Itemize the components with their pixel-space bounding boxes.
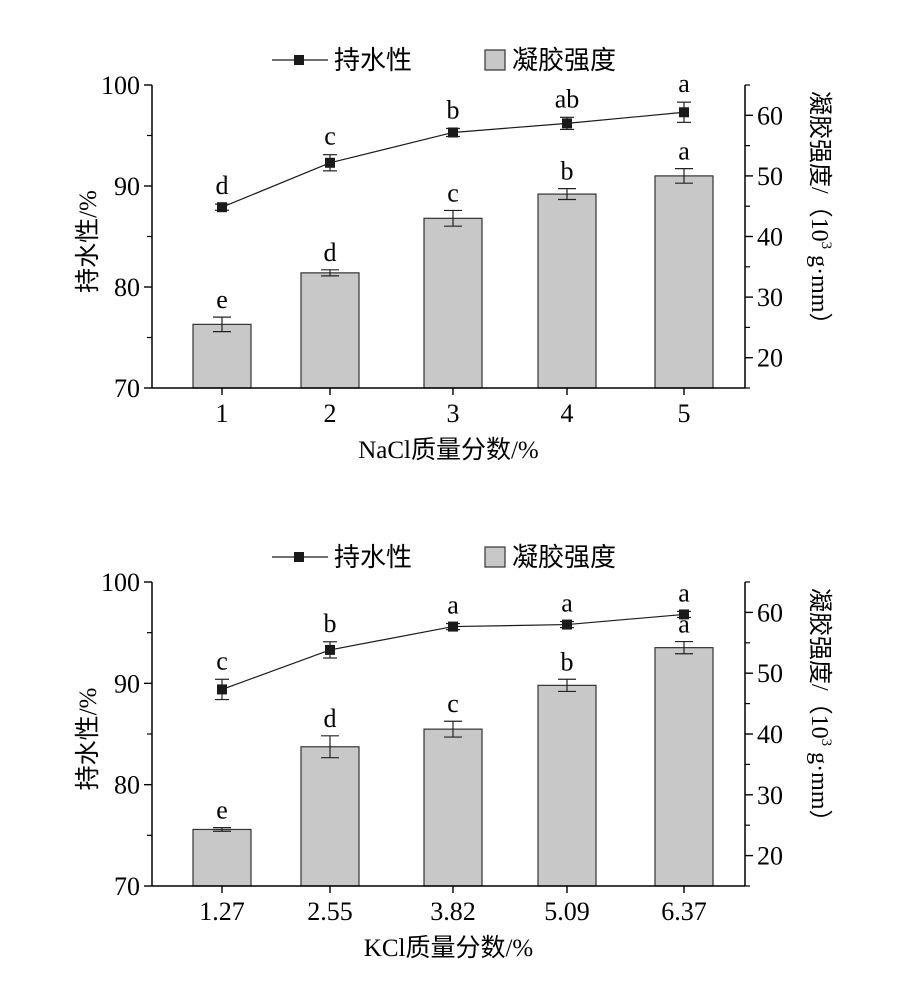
legend-marker-swatch (294, 55, 304, 65)
bar-letter-label: d (324, 704, 337, 733)
chart-panel-1: 持水性 凝胶强度 e d c b a d c b ab a 70 80 90 100 20 30 40 50 60 1 2 3… (74, 46, 834, 464)
line-letter-label: d (216, 171, 229, 200)
right-axis-title-sup: 3 (818, 242, 834, 250)
line-point-4 (562, 118, 572, 129)
right-tick-label: 20 (757, 344, 783, 373)
bar-letter-label: c (447, 689, 459, 718)
right-tick-label: 60 (757, 598, 783, 627)
line-letter-label: c (324, 122, 336, 151)
bar-3 (423, 728, 483, 887)
x-axis-title: KCl质量分数/% (364, 934, 533, 962)
line-point-5 (679, 107, 689, 118)
right-axis-title-main: 凝胶强度/（10 (806, 91, 833, 242)
line-letter-label: c (216, 646, 228, 675)
bar-letter-label: e (216, 285, 228, 314)
left-tick-label: 90 (114, 669, 140, 698)
bar-letter-label: b (561, 647, 574, 676)
left-tick-label: 70 (114, 374, 140, 403)
x-axis-title: NaCl质量分数/% (358, 436, 539, 464)
right-tick-label: 50 (757, 162, 783, 191)
x-tick-label: 5.09 (544, 897, 590, 926)
bar-letter-label: a (678, 137, 690, 166)
bar-3 (423, 217, 483, 389)
bar-1 (192, 828, 252, 887)
right-tick-label: 30 (757, 283, 783, 312)
left-axis-title: 持水性/% (74, 688, 102, 791)
legend-bar-swatch (484, 546, 506, 568)
bar-4 (537, 193, 597, 389)
x-tick-label: 6.37 (661, 897, 707, 926)
line-point-3 (448, 621, 458, 632)
right-axis-title-sup: 3 (818, 739, 834, 747)
right-tick-label: 50 (757, 659, 783, 688)
line-point-5 (679, 609, 689, 620)
x-tick-label: 2 (324, 399, 337, 428)
line-letter-label: ab (555, 84, 580, 113)
x-tick-label: 2.55 (307, 897, 353, 926)
legend-bar-label: 凝胶强度 (512, 46, 616, 75)
legend-line-label: 持水性 (334, 543, 412, 572)
line-point-2 (325, 157, 335, 168)
right-tick-label: 30 (757, 781, 783, 810)
x-tick-label: 5 (678, 399, 691, 428)
bar-letter-label: b (561, 157, 574, 186)
left-tick-label: 100 (101, 71, 140, 100)
legend-line-label: 持水性 (334, 46, 412, 75)
left-tick-label: 70 (114, 872, 140, 901)
left-tick-label: 80 (114, 771, 140, 800)
x-tick-label: 4 (561, 399, 574, 428)
right-tick-label: 60 (757, 101, 783, 130)
right-axis-title: 凝胶强度/（103 g·mm） (806, 91, 834, 337)
x-tick-label: 1 (216, 399, 229, 428)
bar-1 (192, 323, 252, 389)
bar-5 (654, 175, 714, 389)
line-point-1 (217, 202, 227, 213)
right-axis-title-tail: g·mm） (806, 249, 832, 336)
right-tick-label: 20 (757, 842, 783, 871)
x-tick-label: 3 (447, 399, 460, 428)
left-tick-label: 90 (114, 172, 140, 201)
bar-4 (537, 684, 597, 887)
legend-marker-swatch (294, 552, 304, 562)
legend-bar-label: 凝胶强度 (512, 543, 616, 572)
right-axis-title-main: 凝胶强度/（10 (806, 588, 833, 739)
bar-letter-label: e (216, 796, 228, 825)
right-tick-label: 40 (757, 720, 783, 749)
line-point-4 (562, 619, 572, 630)
left-axis-title: 持水性/% (74, 190, 102, 293)
x-tick-label: 3.82 (430, 897, 476, 926)
x-tick-label: 1.27 (199, 897, 245, 926)
legend: 持水性 凝胶强度 (272, 543, 616, 572)
left-tick-label: 100 (101, 568, 140, 597)
legend: 持水性 凝胶强度 (272, 46, 616, 75)
line-letter-label: a (678, 578, 690, 607)
line-letter-label: a (561, 589, 573, 618)
right-axis-title: 凝胶强度/（103 g·mm） (806, 588, 834, 834)
line-letter-label: a (447, 591, 459, 620)
bar-2 (300, 746, 360, 887)
bar-5 (654, 647, 714, 887)
right-tick-label: 40 (757, 223, 783, 252)
line-letter-label: a (678, 69, 690, 98)
right-axis-title-tail: g·mm） (806, 746, 832, 833)
line-letter-label: b (447, 95, 460, 124)
line-point-1 (217, 684, 227, 695)
legend-bar-swatch (484, 49, 506, 71)
line-point-2 (325, 644, 335, 655)
line-letter-label: b (324, 609, 337, 638)
bar-letter-label: c (447, 178, 459, 207)
left-tick-label: 80 (114, 273, 140, 302)
bar-2 (300, 272, 360, 389)
bar-letter-label: d (324, 238, 337, 267)
line-point-3 (448, 127, 458, 138)
